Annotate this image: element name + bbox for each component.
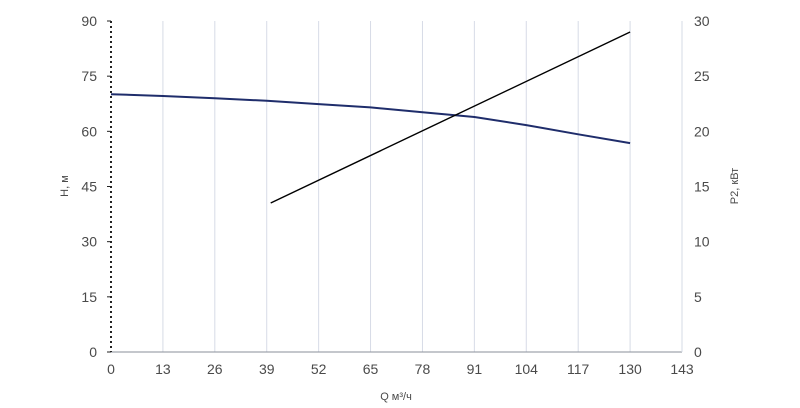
x-tick-label: 143 [670,361,694,377]
x-tick-label: 52 [311,361,327,377]
y-tick-label-right: 30 [694,13,710,29]
head-curve [110,93,631,145]
axes [107,20,683,353]
series-lines [110,31,631,204]
y-tick-label-right: 15 [694,179,710,195]
y-axis-label-right: P2, кВт [729,168,741,204]
y-tick-label-left: 60 [81,123,97,139]
tick-labels: 0 13 26 39 52 65 78 91 104 117 130 1430153045607590… [81,13,709,377]
x-tick-label: 0 [107,361,115,377]
x-tick-label: 117 [567,361,590,377]
x-tick-label: 39 [259,361,275,377]
x-tick-label: 78 [415,361,431,377]
y-tick-label-left: 30 [81,234,97,250]
y-tick-label-right: 25 [694,68,710,84]
y-tick-label-left: 0 [89,344,97,360]
x-tick-label: 26 [207,361,223,377]
y-tick-label-left: 45 [81,179,97,195]
y-tick-label-left: 15 [81,289,97,305]
y-tick-label-left: 90 [81,13,97,29]
grid-lines [162,21,631,352]
y-tick-label-right: 0 [694,344,702,360]
x-tick-label: 104 [515,361,539,377]
y-tick-label-right: 10 [694,234,710,250]
y-axis-label-left: H, м [59,175,71,197]
y-tick-label-right: 20 [694,123,710,139]
x-tick-label: 91 [467,361,483,377]
x-tick-label: 65 [363,361,379,377]
x-tick-label: 130 [618,361,642,377]
y-tick-label-left: 75 [81,68,97,84]
x-axis-label: Q м³/ч [380,391,412,403]
x-tick-label: 13 [155,361,171,377]
power-curve [270,31,631,204]
y-tick-label-right: 5 [694,289,702,305]
